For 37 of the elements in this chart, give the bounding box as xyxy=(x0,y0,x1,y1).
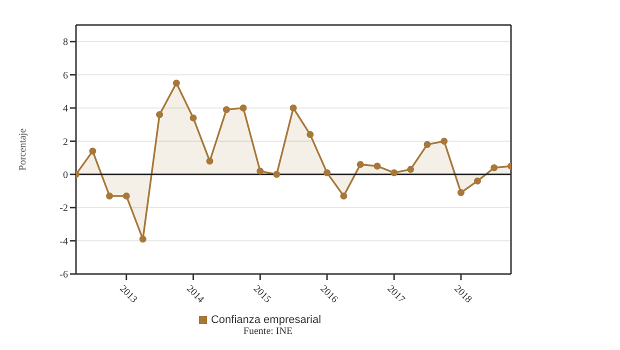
y-tick-label: 8 xyxy=(63,37,68,48)
point xyxy=(256,168,264,175)
y-tick-label: -6 xyxy=(60,270,68,281)
point xyxy=(490,164,498,172)
point xyxy=(457,189,464,196)
point xyxy=(440,138,448,145)
y-tick-label: -4 xyxy=(60,236,68,248)
point xyxy=(122,192,130,200)
point xyxy=(424,141,431,148)
y-tick-label: 4 xyxy=(63,104,68,115)
point xyxy=(106,192,114,200)
y-axis-title: Porcentaje xyxy=(18,128,29,171)
point xyxy=(156,111,164,118)
point xyxy=(273,170,280,178)
point xyxy=(89,148,96,155)
point xyxy=(172,80,180,87)
x-tick-label: 2017 xyxy=(384,283,407,306)
y-tick-label: 6 xyxy=(63,70,68,82)
point xyxy=(374,162,381,170)
y-tick-label: 0 xyxy=(63,170,68,181)
legend-label: Confianza empresarial xyxy=(210,314,322,326)
y-tick-label: 2 xyxy=(63,136,68,148)
point xyxy=(324,169,331,176)
point xyxy=(290,104,297,112)
source-note: Fuente: INE xyxy=(242,326,294,337)
point xyxy=(240,104,247,112)
y-tick-label: -2 xyxy=(60,203,68,214)
point xyxy=(356,160,364,168)
point xyxy=(340,192,348,200)
point xyxy=(474,178,481,185)
point xyxy=(206,158,214,165)
point xyxy=(222,106,230,114)
point xyxy=(306,131,314,138)
point xyxy=(390,169,398,176)
point xyxy=(407,166,414,173)
point xyxy=(139,236,146,243)
point xyxy=(190,114,197,122)
